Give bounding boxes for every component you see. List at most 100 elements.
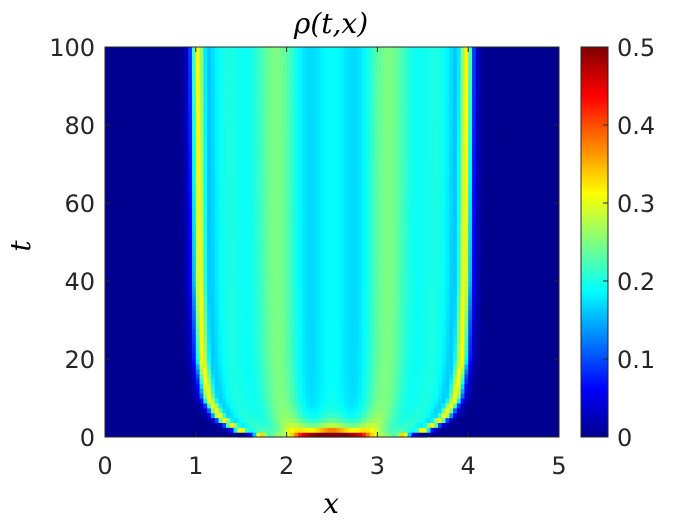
heatmap-cell — [313, 188, 318, 194]
heatmap-cell — [188, 373, 193, 380]
heatmap-cell — [422, 261, 428, 267]
heatmap-cell — [460, 149, 466, 155]
heatmap-cell — [384, 207, 390, 214]
heatmap-cell — [176, 139, 182, 146]
heatmap-cell — [437, 324, 443, 331]
heatmap-cell — [377, 222, 382, 228]
heatmap-cell — [324, 183, 329, 189]
heatmap-cell — [320, 207, 326, 214]
heatmap-cell — [415, 305, 420, 311]
heatmap-cell — [210, 417, 216, 423]
heatmap-cell — [233, 242, 239, 248]
heatmap-cell — [192, 168, 197, 175]
heatmap-cell — [464, 388, 469, 394]
heatmap-cell — [483, 271, 488, 277]
heatmap-cell — [335, 388, 341, 394]
heatmap-cell — [396, 344, 401, 350]
heatmap-cell — [479, 168, 484, 175]
heatmap-cell — [400, 164, 405, 170]
heatmap-cell — [419, 139, 424, 146]
heatmap-cell — [411, 168, 416, 175]
heatmap-cell — [430, 285, 435, 292]
heatmap-cell — [241, 398, 246, 404]
heatmap-cell — [332, 256, 337, 263]
heatmap-cell — [241, 339, 246, 345]
heatmap-cell — [218, 329, 223, 336]
heatmap-cell — [286, 329, 291, 336]
heatmap-cell — [445, 159, 450, 165]
heatmap-cell — [449, 407, 454, 414]
heatmap-cell — [294, 217, 299, 224]
heatmap-cell — [241, 139, 246, 146]
heatmap-cell — [369, 344, 375, 350]
heatmap-cell — [301, 232, 307, 238]
heatmap-cell — [305, 315, 310, 321]
heatmap-cell — [392, 334, 397, 341]
heatmap-cell — [320, 261, 326, 267]
heatmap-cell — [218, 212, 223, 219]
heatmap-cell — [366, 164, 371, 170]
heatmap-cell — [479, 344, 484, 350]
heatmap-cell — [377, 310, 382, 316]
heatmap-cell — [377, 324, 382, 331]
heatmap-cell — [453, 417, 458, 423]
heatmap-cell — [328, 363, 333, 370]
heatmap-cell — [233, 310, 239, 316]
heatmap-cell — [286, 305, 291, 311]
heatmap-cell — [453, 349, 458, 355]
heatmap-cell — [366, 212, 371, 219]
heatmap-cell — [483, 207, 488, 214]
heatmap-cell — [366, 276, 371, 282]
heatmap-cell — [214, 207, 220, 214]
heatmap-cell — [275, 178, 280, 185]
heatmap-cell — [403, 324, 409, 331]
heatmap-cell — [252, 432, 257, 438]
heatmap-cell — [203, 144, 208, 150]
heatmap-cell — [483, 261, 488, 267]
heatmap-cell — [290, 168, 295, 175]
heatmap-cell — [222, 271, 227, 277]
heatmap-cell — [362, 212, 367, 219]
heatmap-cell — [237, 154, 242, 160]
heatmap-cell — [263, 246, 269, 253]
heatmap-cell — [184, 300, 189, 306]
heatmap-cell — [286, 295, 291, 302]
heatmap-cell — [328, 276, 333, 282]
heatmap-cell — [407, 232, 413, 238]
heatmap-cell — [347, 276, 352, 282]
heatmap-cell — [324, 388, 329, 394]
heatmap-cell — [392, 178, 397, 185]
heatmap-cell — [279, 222, 284, 228]
heatmap-cell — [373, 139, 378, 146]
heatmap-cell — [222, 129, 227, 136]
heatmap-cell — [377, 134, 382, 141]
heatmap-cell — [396, 242, 401, 248]
heatmap-cell — [422, 198, 428, 204]
heatmap-cell — [210, 354, 216, 360]
heatmap-cell — [233, 168, 239, 175]
heatmap-cell — [218, 393, 223, 399]
heatmap-cell — [313, 164, 318, 170]
heatmap-cell — [339, 339, 344, 345]
heatmap-cell — [252, 193, 257, 199]
heatmap-cell — [343, 139, 348, 146]
heatmap-cell — [354, 344, 360, 350]
heatmap-cell — [343, 398, 348, 404]
heatmap-cell — [305, 412, 310, 419]
heatmap-cell — [184, 368, 189, 375]
heatmap-cell — [324, 232, 329, 238]
heatmap-cell — [316, 300, 322, 306]
heatmap-cell — [445, 266, 450, 272]
heatmap-cell — [176, 256, 182, 263]
heatmap-cell — [354, 329, 360, 336]
heatmap-cell — [256, 295, 261, 302]
heatmap-cell — [381, 203, 386, 209]
heatmap-cell — [332, 412, 337, 419]
heatmap-cell — [248, 193, 254, 199]
heatmap-cell — [210, 349, 216, 355]
heatmap-cell — [400, 203, 405, 209]
heatmap-cell — [350, 334, 356, 341]
heatmap-cell — [460, 173, 466, 180]
heatmap-cell — [430, 139, 435, 146]
heatmap-cell — [437, 164, 443, 170]
